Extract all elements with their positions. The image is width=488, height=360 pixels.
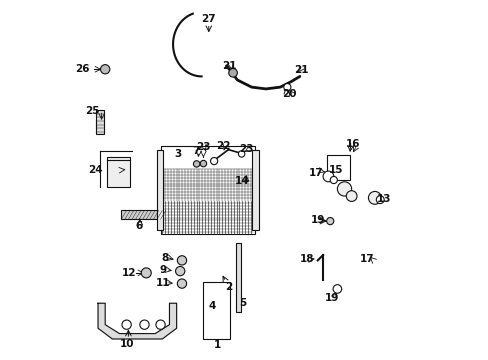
Circle shape: [326, 217, 333, 225]
Text: 17: 17: [308, 168, 323, 178]
Text: 15: 15: [328, 165, 343, 175]
Circle shape: [329, 176, 337, 184]
Text: 22: 22: [215, 141, 230, 151]
Text: 12: 12: [122, 268, 137, 278]
Circle shape: [332, 285, 341, 293]
Bar: [203, 282, 230, 339]
Text: 19: 19: [310, 215, 324, 225]
Circle shape: [101, 64, 110, 74]
Text: 11: 11: [156, 278, 170, 288]
Text: 4: 4: [208, 301, 216, 311]
Circle shape: [367, 192, 381, 204]
Text: 25: 25: [85, 107, 100, 116]
Text: 16: 16: [346, 139, 360, 149]
Text: 1: 1: [214, 340, 221, 350]
Text: 6: 6: [135, 221, 142, 231]
Circle shape: [156, 320, 165, 329]
Circle shape: [193, 161, 200, 167]
Circle shape: [238, 151, 244, 157]
Text: 17: 17: [359, 254, 374, 264]
Text: 3: 3: [174, 149, 182, 159]
Text: 13: 13: [376, 194, 390, 203]
Bar: [157, 150, 163, 230]
Bar: [252, 150, 258, 230]
Text: 27: 27: [201, 14, 215, 24]
Bar: [235, 243, 241, 312]
Text: 21: 21: [293, 65, 307, 75]
Circle shape: [346, 191, 356, 202]
Circle shape: [376, 196, 384, 203]
Circle shape: [323, 171, 333, 182]
Circle shape: [228, 68, 237, 77]
Text: 23: 23: [238, 144, 253, 154]
Circle shape: [141, 268, 151, 278]
Polygon shape: [98, 303, 176, 339]
Circle shape: [177, 279, 186, 288]
Bar: [326, 155, 349, 180]
Circle shape: [175, 266, 184, 276]
Circle shape: [337, 182, 351, 196]
Text: 19: 19: [324, 293, 339, 303]
Text: 26: 26: [75, 64, 89, 73]
Text: 24: 24: [88, 165, 102, 175]
Text: 14: 14: [234, 176, 248, 186]
Circle shape: [177, 256, 186, 265]
Circle shape: [140, 320, 149, 329]
Text: 10: 10: [119, 339, 134, 348]
Text: 18: 18: [299, 254, 314, 264]
Circle shape: [210, 157, 217, 165]
Circle shape: [122, 320, 131, 329]
Circle shape: [200, 160, 206, 167]
Text: 21: 21: [222, 61, 236, 71]
Text: 23: 23: [196, 142, 210, 152]
Text: 5: 5: [239, 298, 246, 308]
Text: 20: 20: [281, 89, 296, 99]
Bar: [107, 157, 130, 187]
Bar: [96, 111, 104, 134]
Bar: [160, 146, 255, 234]
Text: 8: 8: [161, 252, 168, 262]
Bar: [121, 210, 162, 219]
Circle shape: [283, 84, 290, 91]
Text: 2: 2: [224, 282, 232, 292]
Text: 9: 9: [159, 265, 166, 275]
Text: 7: 7: [192, 147, 200, 157]
